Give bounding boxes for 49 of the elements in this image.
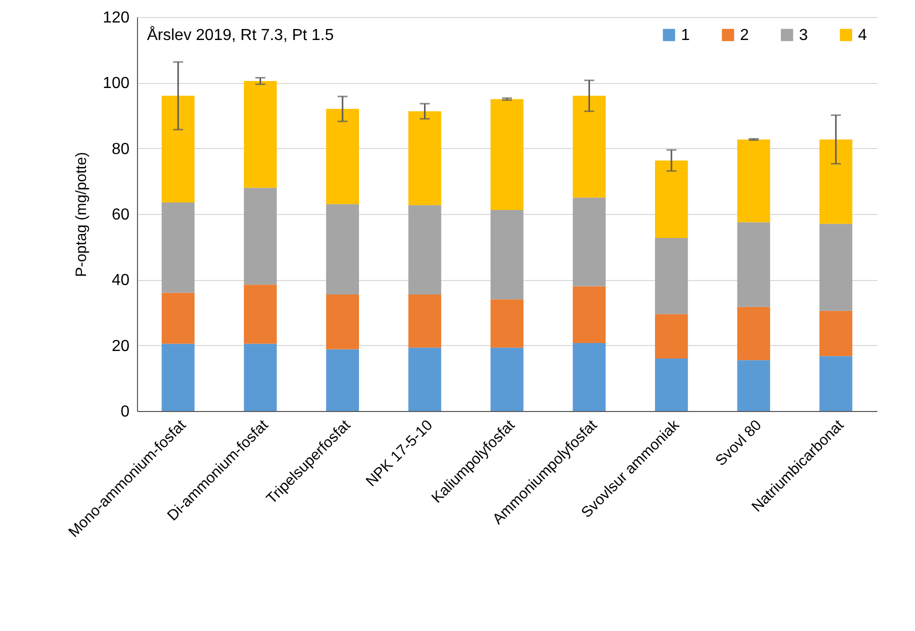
bar xyxy=(819,310,852,356)
bar xyxy=(737,306,770,360)
bar xyxy=(819,139,852,224)
bar xyxy=(655,358,688,411)
y-tick-label: 80 xyxy=(112,140,130,158)
bar xyxy=(326,108,359,204)
bar xyxy=(572,198,606,286)
bar xyxy=(326,294,359,350)
bar xyxy=(244,284,277,344)
bar xyxy=(819,356,852,411)
bar xyxy=(655,314,688,358)
bar xyxy=(490,210,524,300)
bar xyxy=(572,96,606,198)
legend-label: 1 xyxy=(681,27,690,44)
bar xyxy=(737,360,770,411)
bar xyxy=(490,99,524,210)
bar xyxy=(819,224,852,311)
bar xyxy=(326,204,359,294)
bar xyxy=(572,343,606,411)
bar xyxy=(244,344,277,411)
bar xyxy=(326,349,359,411)
bar xyxy=(244,188,277,285)
bar xyxy=(655,160,688,238)
y-axis-title: P-optag (mg/potte) xyxy=(72,152,90,278)
bar xyxy=(408,205,442,294)
bar xyxy=(408,348,442,411)
bar xyxy=(572,286,606,344)
bar xyxy=(162,202,195,293)
bar xyxy=(162,292,195,344)
bar xyxy=(737,222,770,307)
legend-label: 2 xyxy=(740,27,749,44)
bar xyxy=(490,348,524,411)
y-tick-label: 60 xyxy=(112,206,130,224)
legend-label: 3 xyxy=(799,27,808,44)
bar xyxy=(490,299,524,348)
bar xyxy=(408,111,442,206)
bar xyxy=(162,96,195,203)
y-tick-label: 100 xyxy=(102,75,130,92)
text: Årslev 2019, Rt 7.3, Pt 1.5 xyxy=(147,26,334,44)
bar xyxy=(408,294,442,348)
bar xyxy=(655,238,688,314)
bar xyxy=(244,81,277,188)
y-tick-label: 120 xyxy=(102,10,130,26)
legend-label: 4 xyxy=(858,27,867,44)
y-tick-label: 0 xyxy=(120,404,130,420)
bar xyxy=(162,344,195,411)
y-tick-label: 20 xyxy=(112,338,130,355)
y-tick-label: 40 xyxy=(112,272,130,290)
bar xyxy=(737,139,770,222)
